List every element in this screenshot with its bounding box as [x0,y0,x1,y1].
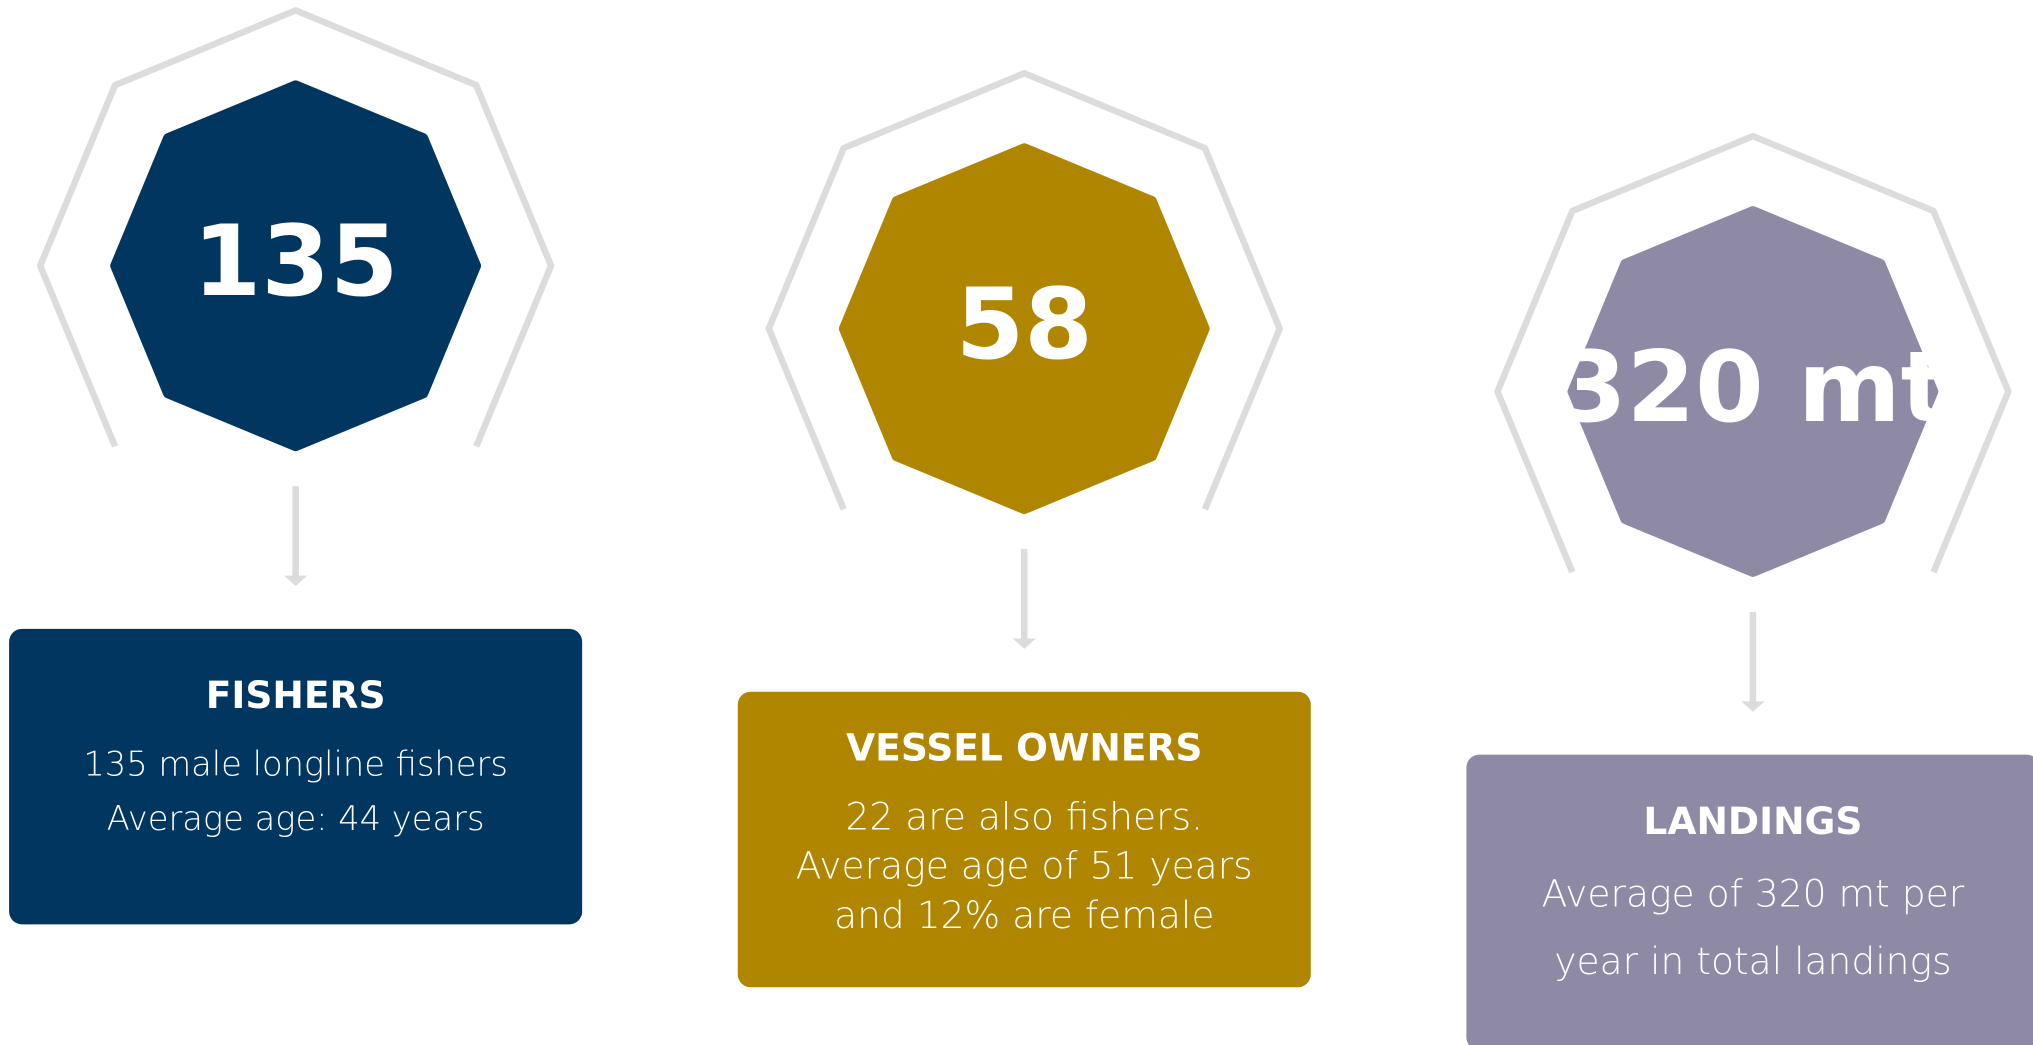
outer-frame [36,7,555,448]
box-title: FISHERS [206,673,386,717]
value-badge [1567,206,1939,577]
box-text: year in total landings [1554,939,1951,983]
value-badge [110,80,482,452]
box-text: Average age of 51 years [796,844,1253,888]
box-text: Average of 320 mt per [1542,871,1965,915]
outer-frame [1494,132,2012,574]
box-text: Average age: 44 years [107,799,485,838]
value-text: 135 [193,205,399,319]
box-text: 135 male longline fishers [83,745,508,784]
box-title: LANDINGS [1643,799,1862,843]
value-text: 320 mt [1558,331,1948,445]
info-box [737,691,1311,988]
value-text: 58 [956,268,1093,382]
value-badge [838,143,1210,515]
arrow-head [283,575,308,587]
info-box [9,628,583,925]
outer-frame [765,70,1283,511]
box-text: 22 are also fishers. [845,794,1203,838]
arrow-head [1741,701,1765,712]
box-text: and 12% are female [834,893,1214,937]
box-title: VESSEL OWNERS [846,726,1202,770]
info-box [1466,754,2033,1045]
arrow-head [1012,638,1036,649]
